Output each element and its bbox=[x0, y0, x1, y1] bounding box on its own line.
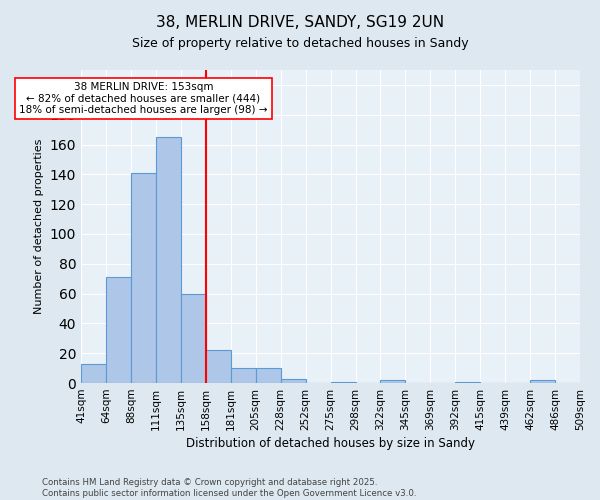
Text: 38, MERLIN DRIVE, SANDY, SG19 2UN: 38, MERLIN DRIVE, SANDY, SG19 2UN bbox=[156, 15, 444, 30]
Bar bbox=[530, 380, 555, 383]
Text: Size of property relative to detached houses in Sandy: Size of property relative to detached ho… bbox=[131, 38, 469, 51]
Text: Contains HM Land Registry data © Crown copyright and database right 2025.
Contai: Contains HM Land Registry data © Crown c… bbox=[42, 478, 416, 498]
Bar bbox=[281, 378, 305, 383]
Bar bbox=[231, 368, 256, 383]
Y-axis label: Number of detached properties: Number of detached properties bbox=[34, 139, 44, 314]
Bar bbox=[206, 350, 231, 383]
Text: 38 MERLIN DRIVE: 153sqm
← 82% of detached houses are smaller (444)
18% of semi-d: 38 MERLIN DRIVE: 153sqm ← 82% of detache… bbox=[19, 82, 268, 115]
X-axis label: Distribution of detached houses by size in Sandy: Distribution of detached houses by size … bbox=[186, 437, 475, 450]
Bar bbox=[156, 137, 181, 383]
Bar bbox=[131, 173, 156, 383]
Bar bbox=[181, 294, 206, 383]
Bar bbox=[256, 368, 281, 383]
Bar bbox=[106, 277, 131, 383]
Bar bbox=[455, 382, 480, 383]
Bar bbox=[380, 380, 406, 383]
Bar bbox=[81, 364, 106, 383]
Bar bbox=[331, 382, 356, 383]
